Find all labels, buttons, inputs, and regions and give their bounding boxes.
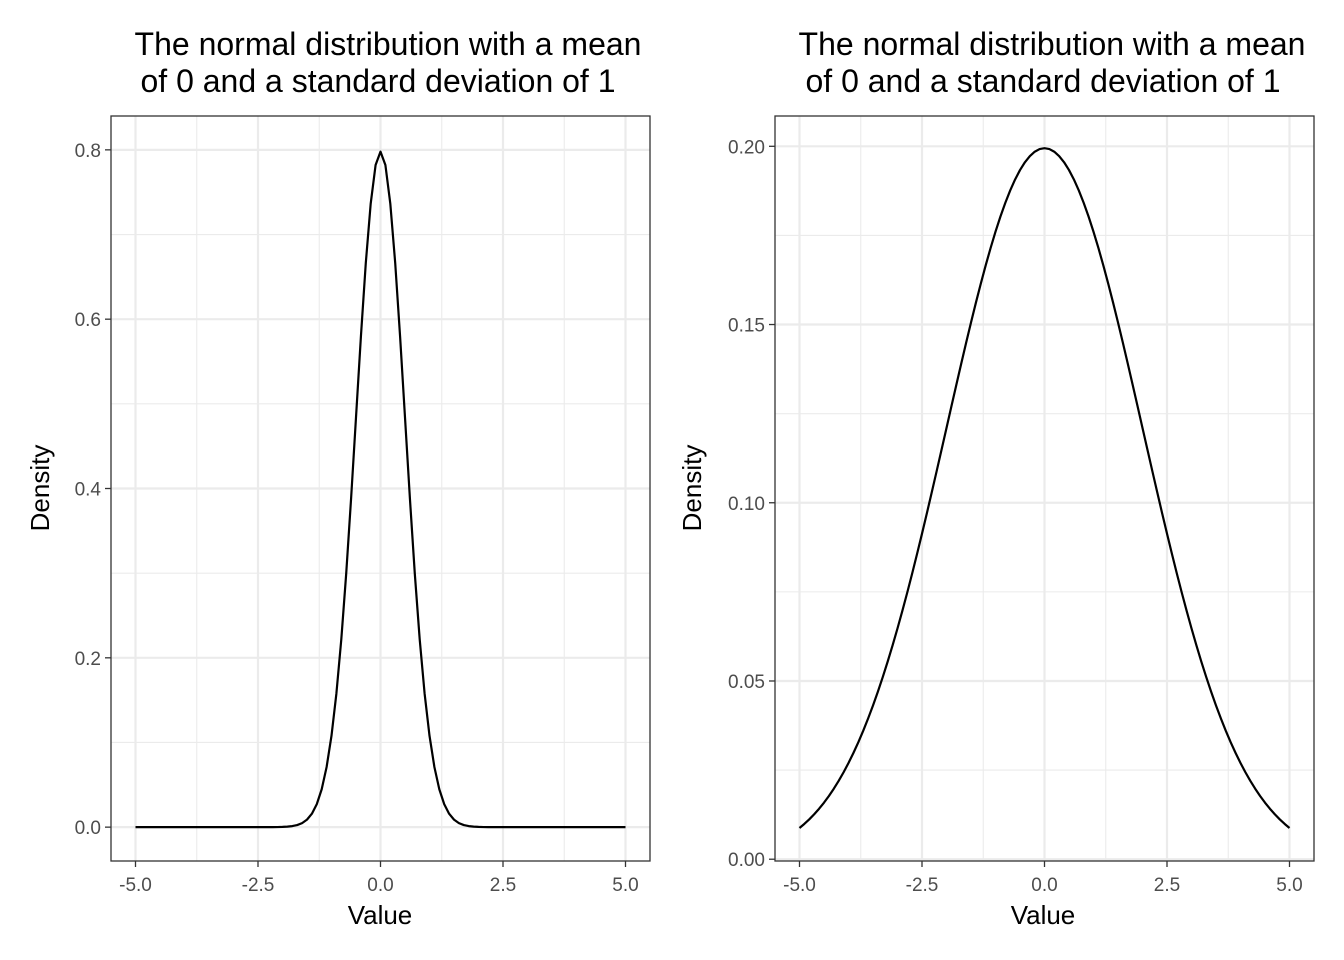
y-tick-label: 0.6	[75, 310, 101, 331]
series-lines	[135, 150, 626, 829]
density-chart-right: The normal distribution with a mean of 0…	[677, 26, 1315, 930]
chart-title-line-1: The normal distribution with a mean	[135, 26, 642, 62]
axes: -5.0 -2.5 0.0 2.5 5.0 0.00 0.05 0.10 0.15 0.20	[728, 115, 1315, 896]
y-tick-label: 0.05	[728, 672, 765, 693]
x-tick-label: 0.0	[1031, 875, 1057, 896]
density-curve	[798, 147, 1291, 829]
y-axis-title: Density	[677, 445, 707, 532]
y-tick-label: 0.20	[728, 137, 765, 158]
y-tick-label: 0.10	[728, 494, 765, 515]
chart-title-line-2: of 0 and a standard deviation of 1	[805, 63, 1280, 99]
x-tick-label: -5.0	[783, 875, 816, 896]
x-tick-label: 0.0	[367, 875, 393, 896]
x-tick-label: -5.0	[119, 875, 152, 896]
y-tick-label: 0.0	[75, 818, 101, 839]
y-tick-label: 0.4	[75, 480, 102, 501]
x-tick-label: 5.0	[1276, 875, 1302, 896]
x-tick-label: -2.5	[906, 875, 939, 896]
density-chart-left: The normal distribution with a mean of 0…	[25, 26, 651, 930]
grid-lines	[775, 116, 1314, 861]
chart-title-line-1: The normal distribution with a mean	[799, 26, 1306, 62]
grid-lines	[111, 116, 650, 861]
series-lines	[798, 147, 1291, 829]
x-tick-label: -2.5	[242, 875, 275, 896]
x-axis-title: Value	[1011, 900, 1076, 930]
axes: -5.0 -2.5 0.0 2.5 5.0 0.0 0.2 0.4 0.6 0.8	[75, 115, 651, 896]
x-tick-label: 2.5	[1154, 875, 1180, 896]
y-tick-label: 0.15	[728, 316, 765, 337]
y-tick-label: 0.2	[75, 649, 101, 670]
y-axis-title: Density	[25, 445, 55, 532]
chart-title-line-2: of 0 and a standard deviation of 1	[140, 63, 615, 99]
y-tick-label: 0.8	[75, 141, 101, 162]
x-axis-title: Value	[348, 900, 413, 930]
x-tick-label: 2.5	[490, 875, 516, 896]
y-tick-label: 0.00	[728, 850, 765, 871]
density-curve	[135, 150, 626, 829]
x-tick-label: 5.0	[612, 875, 638, 896]
